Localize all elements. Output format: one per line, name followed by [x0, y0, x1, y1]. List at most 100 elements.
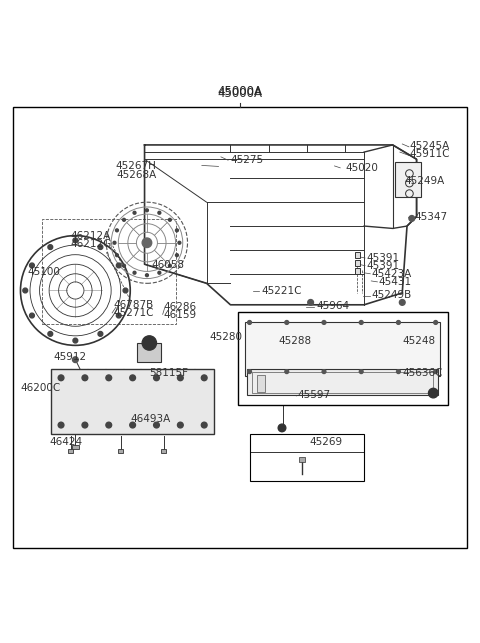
Circle shape: [429, 388, 438, 398]
Circle shape: [154, 375, 159, 381]
Bar: [395, 161, 421, 197]
Circle shape: [30, 263, 35, 268]
Text: 45267H: 45267H: [116, 161, 156, 172]
Text: 45000A: 45000A: [217, 85, 263, 98]
Circle shape: [122, 219, 125, 221]
Circle shape: [73, 238, 78, 243]
Circle shape: [158, 271, 161, 274]
Circle shape: [434, 370, 438, 374]
Circle shape: [434, 321, 438, 324]
Text: 45911C: 45911C: [409, 149, 450, 159]
Circle shape: [142, 336, 156, 350]
Circle shape: [116, 313, 121, 318]
Text: 46212A: 46212A: [71, 231, 111, 240]
Circle shape: [48, 332, 53, 336]
Text: 58115F: 58115F: [149, 368, 188, 377]
Text: 45275: 45275: [230, 155, 264, 165]
Circle shape: [72, 357, 78, 363]
Circle shape: [322, 370, 326, 374]
Circle shape: [178, 241, 181, 244]
Circle shape: [98, 332, 103, 336]
Text: 45391: 45391: [366, 253, 399, 263]
Circle shape: [285, 370, 288, 374]
Circle shape: [176, 229, 179, 231]
Circle shape: [154, 422, 159, 428]
Text: 45912: 45912: [54, 352, 87, 362]
Circle shape: [116, 254, 119, 257]
Text: 46787B: 46787B: [114, 300, 154, 310]
Circle shape: [178, 375, 183, 381]
Circle shape: [285, 321, 288, 324]
Text: 45020: 45020: [345, 163, 378, 173]
Text: 45245A: 45245A: [409, 141, 450, 151]
Text: 46200C: 46200C: [21, 383, 61, 394]
Circle shape: [308, 300, 313, 305]
Circle shape: [82, 375, 88, 381]
Text: 45269: 45269: [309, 437, 342, 447]
Text: 45249B: 45249B: [371, 290, 411, 300]
Circle shape: [30, 313, 35, 318]
Text: 46424: 46424: [49, 437, 82, 447]
Circle shape: [58, 422, 64, 428]
Text: 46159: 46159: [164, 311, 197, 320]
Text: 45347: 45347: [414, 212, 447, 221]
Circle shape: [113, 241, 116, 244]
Text: 45288: 45288: [278, 336, 312, 345]
Circle shape: [116, 229, 119, 231]
Circle shape: [201, 375, 207, 381]
Circle shape: [176, 254, 179, 257]
Circle shape: [145, 209, 148, 212]
Circle shape: [133, 271, 136, 274]
Circle shape: [58, 375, 64, 381]
Bar: [161, 449, 166, 453]
Circle shape: [122, 264, 125, 267]
Text: 45431: 45431: [378, 277, 411, 287]
Circle shape: [133, 212, 136, 214]
Text: 45000A: 45000A: [217, 87, 263, 100]
Circle shape: [178, 422, 183, 428]
Text: 45268A: 45268A: [116, 170, 156, 180]
Bar: [72, 444, 79, 449]
Text: 45423A: 45423A: [371, 269, 411, 279]
Bar: [137, 343, 161, 362]
Circle shape: [322, 321, 326, 324]
Text: 45248: 45248: [402, 336, 435, 345]
Bar: [51, 369, 214, 433]
Bar: [245, 322, 441, 376]
Circle shape: [116, 263, 121, 268]
Text: 46212G: 46212G: [71, 239, 112, 249]
Bar: [299, 457, 305, 462]
Circle shape: [106, 422, 112, 428]
Text: 45221C: 45221C: [262, 286, 302, 296]
Text: 45636C: 45636C: [402, 368, 443, 377]
Bar: [252, 372, 433, 393]
Text: 45271C: 45271C: [114, 308, 154, 318]
Circle shape: [145, 274, 148, 276]
Circle shape: [106, 375, 112, 381]
Bar: [355, 268, 360, 274]
Circle shape: [409, 215, 415, 221]
Text: 46493A: 46493A: [130, 414, 170, 424]
Bar: [355, 260, 360, 266]
Text: 45964: 45964: [316, 301, 349, 311]
Text: 45100: 45100: [28, 267, 60, 277]
Circle shape: [360, 321, 363, 324]
Circle shape: [248, 321, 252, 324]
Circle shape: [23, 288, 28, 293]
Circle shape: [48, 245, 53, 249]
Circle shape: [396, 321, 400, 324]
Circle shape: [168, 264, 171, 267]
Circle shape: [130, 375, 135, 381]
Circle shape: [82, 422, 88, 428]
Circle shape: [396, 370, 400, 374]
Bar: [68, 449, 73, 453]
Circle shape: [399, 300, 405, 305]
Circle shape: [168, 219, 171, 221]
Text: 46286: 46286: [164, 302, 197, 312]
Bar: [257, 375, 265, 392]
Bar: [247, 369, 438, 395]
Text: 46058: 46058: [152, 260, 185, 270]
Circle shape: [73, 338, 78, 343]
Text: 45597: 45597: [297, 390, 330, 401]
Circle shape: [248, 370, 252, 374]
